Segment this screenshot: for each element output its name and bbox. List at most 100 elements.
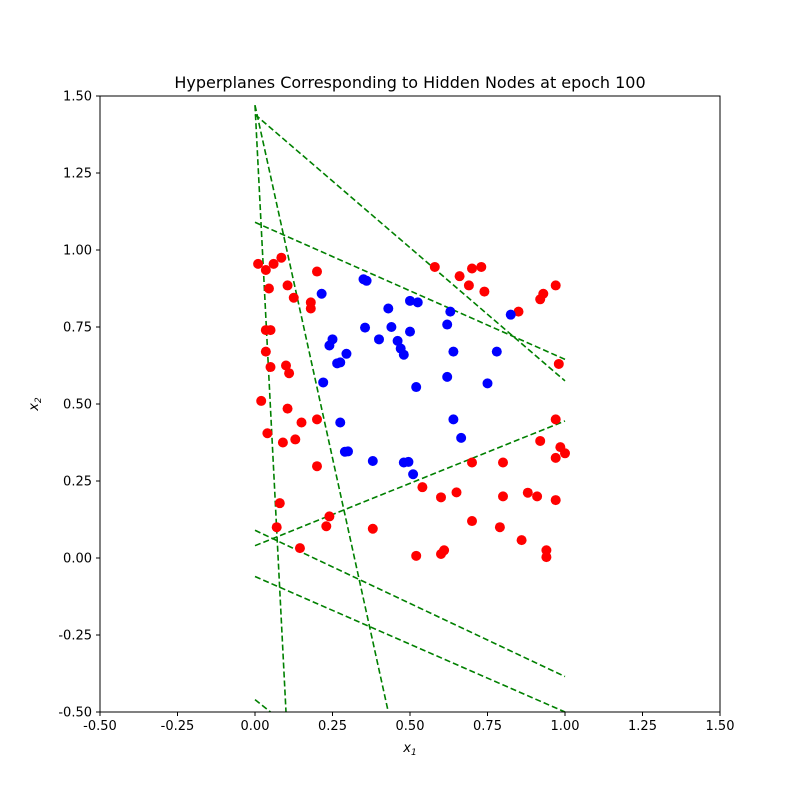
y-tick-label: 1.50 bbox=[63, 90, 92, 105]
blue-point bbox=[316, 288, 327, 299]
x-tick-label: -0.25 bbox=[161, 719, 195, 734]
blue-point bbox=[482, 378, 493, 389]
red-point bbox=[282, 280, 293, 291]
blue-point bbox=[442, 319, 453, 330]
red-point bbox=[277, 437, 288, 448]
y-tick-label: 1.25 bbox=[63, 167, 92, 182]
hyperplane-line bbox=[254, 699, 271, 713]
red-point bbox=[550, 280, 561, 291]
red-point bbox=[260, 265, 271, 276]
red-point bbox=[411, 550, 422, 561]
red-point bbox=[312, 414, 322, 425]
y-tick-label: 0.25 bbox=[63, 475, 92, 490]
red-point bbox=[294, 543, 305, 554]
blue-point bbox=[341, 348, 352, 359]
red-point bbox=[439, 545, 450, 556]
x-tick-label: 1.25 bbox=[628, 719, 657, 734]
red-point bbox=[550, 495, 561, 506]
hyperplane-line bbox=[254, 105, 390, 713]
y-tick-label: 1.00 bbox=[63, 244, 92, 259]
red-point bbox=[256, 395, 267, 406]
blue-point bbox=[367, 455, 378, 466]
red-point bbox=[312, 266, 322, 277]
red-point bbox=[463, 280, 474, 291]
red-point bbox=[494, 522, 505, 533]
red-point bbox=[467, 516, 477, 527]
blue-point bbox=[360, 322, 371, 333]
red-point bbox=[276, 252, 287, 263]
x-axis-label-main: x bbox=[402, 741, 411, 756]
red-point bbox=[260, 346, 271, 357]
red-point bbox=[265, 362, 276, 373]
hyperplane-line bbox=[254, 575, 566, 713]
red-point bbox=[417, 482, 428, 493]
red-point bbox=[436, 492, 446, 503]
red-point bbox=[268, 258, 279, 269]
red-point bbox=[265, 325, 276, 336]
red-point bbox=[451, 487, 462, 498]
red-point bbox=[516, 535, 527, 546]
red-point bbox=[324, 511, 335, 522]
red-point bbox=[454, 271, 465, 282]
hyperplane-line bbox=[254, 113, 566, 382]
red-point bbox=[498, 457, 508, 468]
red-point bbox=[532, 491, 543, 502]
hyperplane-lines bbox=[254, 105, 566, 713]
red-point bbox=[429, 261, 440, 272]
blue-point bbox=[361, 275, 372, 286]
blue-point bbox=[343, 446, 353, 457]
blue-point bbox=[442, 371, 453, 382]
blue-point bbox=[505, 309, 516, 320]
blue-point bbox=[412, 297, 423, 308]
red-point bbox=[312, 461, 322, 472]
x-tick-label: 1.50 bbox=[706, 719, 735, 734]
red-point bbox=[513, 306, 524, 317]
red-point bbox=[367, 523, 378, 534]
blue-point bbox=[318, 377, 329, 388]
red-point bbox=[271, 522, 282, 533]
blue-point bbox=[405, 295, 415, 306]
y-axis-label: x2 bbox=[27, 397, 44, 412]
plot-area bbox=[253, 105, 570, 713]
red-point bbox=[305, 303, 316, 314]
red-point bbox=[498, 491, 508, 502]
y-tick-label: 0.75 bbox=[63, 321, 92, 336]
y-tick-label: 0.50 bbox=[63, 398, 92, 413]
red-point bbox=[284, 368, 295, 379]
blue-point bbox=[374, 334, 384, 345]
x-tick-label: 0.75 bbox=[473, 719, 502, 734]
y-tick-label: -0.50 bbox=[58, 706, 92, 721]
x-tick-label: 1.00 bbox=[551, 719, 580, 734]
blue-point bbox=[398, 349, 409, 360]
blue-point bbox=[491, 346, 502, 357]
data-points bbox=[253, 252, 570, 563]
red-point bbox=[282, 403, 293, 414]
hyperplane-line bbox=[254, 105, 287, 713]
red-point bbox=[522, 487, 533, 498]
x-axis-label-sub: 1 bbox=[411, 748, 417, 758]
red-point bbox=[560, 448, 570, 459]
y-axis-label-sub: 2 bbox=[34, 397, 44, 403]
hyperplane-line bbox=[254, 221, 566, 361]
y-tick-label: 0.00 bbox=[63, 552, 92, 567]
red-point bbox=[541, 545, 552, 556]
red-point bbox=[467, 263, 477, 274]
blue-point bbox=[448, 346, 459, 357]
x-tick-label: 0.50 bbox=[396, 719, 425, 734]
blue-point bbox=[335, 357, 346, 368]
x-axis-label: x1 bbox=[402, 741, 416, 758]
blue-point bbox=[403, 456, 414, 467]
red-point bbox=[290, 434, 301, 445]
blue-point bbox=[386, 322, 397, 332]
red-point bbox=[467, 457, 477, 468]
red-point bbox=[550, 414, 561, 425]
red-point bbox=[476, 261, 487, 272]
red-point bbox=[262, 428, 273, 439]
red-point bbox=[550, 452, 561, 463]
blue-point bbox=[408, 469, 419, 480]
red-point bbox=[274, 498, 285, 509]
red-point bbox=[281, 360, 291, 371]
red-point bbox=[296, 417, 307, 428]
plot-frame bbox=[99, 95, 721, 713]
